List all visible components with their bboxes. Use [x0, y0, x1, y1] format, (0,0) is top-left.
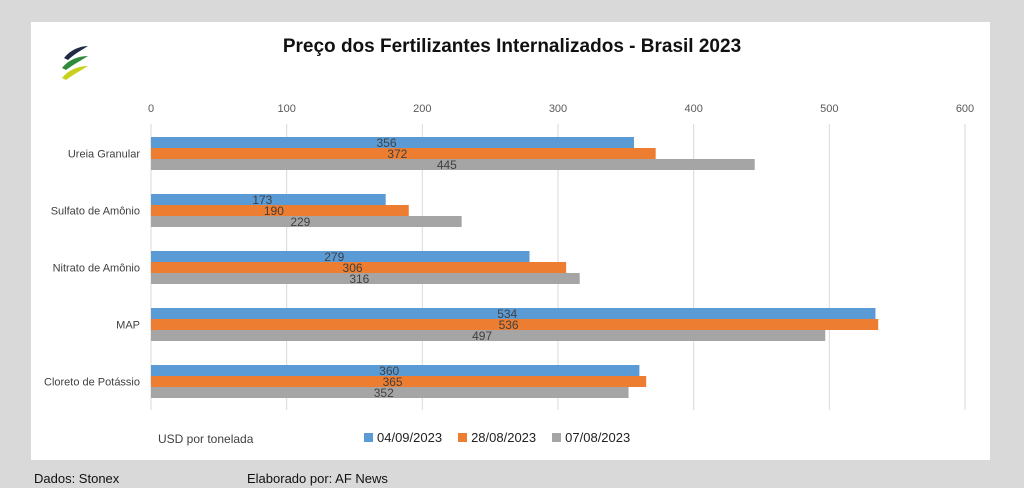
bar-2-series-2: [151, 205, 409, 216]
data-source-note: Dados: Stonex: [34, 471, 120, 486]
bar-5-series-3: [151, 387, 629, 398]
bar-1-series-2: [151, 148, 656, 159]
data-label-5-series-2: 365: [383, 375, 403, 389]
x-tick-label-400: 400: [684, 103, 702, 115]
x-tick-label-600: 600: [956, 103, 974, 115]
data-label-3-series-2: 306: [343, 261, 363, 275]
data-label-1-series-2: 372: [387, 147, 407, 161]
x-tick-label-100: 100: [277, 103, 295, 115]
data-label-2-series-2: 190: [264, 204, 284, 218]
category-label-3: Nitrato de Amônio: [53, 263, 140, 275]
bar-5-series-1: [151, 365, 640, 376]
legend-item-1: 04/09/2023: [364, 430, 442, 445]
x-axis-unit-label: USD por tonelada: [158, 432, 254, 446]
x-tick-label-0: 0: [148, 103, 154, 115]
data-label-1-series-1: 356: [376, 136, 396, 150]
data-label-4-series-1: 534: [497, 307, 517, 321]
legend-label-3: 07/08/2023: [565, 430, 631, 445]
data-label-4-series-2: 536: [499, 318, 519, 332]
data-label-2-series-1: 173: [252, 193, 272, 207]
legend-label-1: 04/09/2023: [377, 430, 443, 445]
bar-3-series-3: [151, 273, 580, 284]
brand-logo-icon: [62, 46, 88, 80]
legend-swatch-1: [364, 433, 373, 442]
legend-item-3: 07/08/2023: [552, 430, 630, 445]
chart-title: Preço dos Fertilizantes Internalizados -…: [282, 36, 742, 57]
bar-3-series-2: [151, 262, 567, 273]
data-label-3-series-1: 279: [324, 250, 344, 264]
bar-1-series-1: [151, 137, 634, 148]
data-label-4-series-3: 497: [472, 329, 492, 343]
bar-3-series-1: [151, 251, 530, 262]
bar-4-series-3: [151, 330, 826, 341]
category-label-5: Cloreto de Potássio: [44, 377, 140, 389]
x-tick-label-200: 200: [413, 103, 431, 115]
bar-2-series-3: [151, 216, 462, 227]
legend-swatch-2: [458, 433, 468, 442]
x-tick-label-300: 300: [549, 103, 567, 115]
data-label-3-series-3: 316: [349, 272, 369, 286]
data-label-1-series-3: 445: [437, 158, 457, 172]
bar-1-series-3: [151, 159, 755, 170]
data-label-2-series-3: 229: [290, 215, 310, 229]
data-label-5-series-1: 360: [379, 364, 399, 378]
x-tick-label-500: 500: [820, 103, 838, 115]
legend-label-2: 28/08/2023: [471, 430, 537, 445]
category-label-1: Ureia Granular: [68, 149, 140, 161]
bar-4-series-1: [151, 308, 876, 319]
chart-legend: 04/09/2023 28/08/2023 07/08/2023: [364, 430, 630, 445]
category-label-2: Sulfato de Amônio: [51, 206, 140, 218]
bar-4-series-2: [151, 319, 879, 330]
bar-5-series-2: [151, 376, 647, 387]
bar-2-series-1: [151, 194, 386, 205]
legend-item-2: 28/08/2023: [458, 430, 536, 445]
credit-note: Elaborado por: AF News: [247, 471, 388, 486]
category-label-4: MAP: [116, 320, 140, 332]
legend-swatch-3: [552, 433, 562, 442]
data-label-5-series-3: 352: [374, 386, 394, 400]
